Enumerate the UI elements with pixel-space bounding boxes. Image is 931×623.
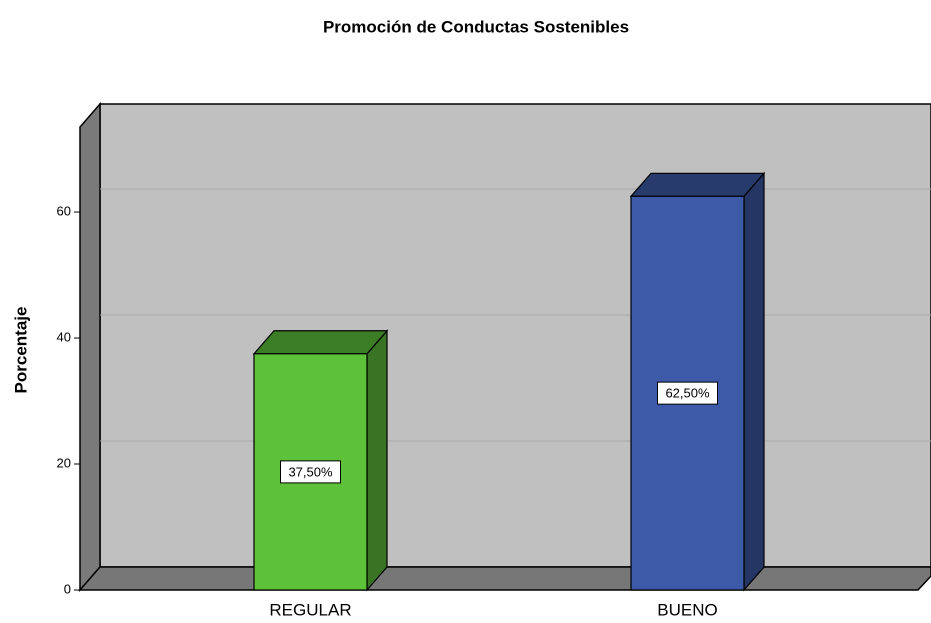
bar-top bbox=[252, 330, 389, 355]
chart-title: Promoción de Conductas Sostenibles bbox=[323, 17, 629, 36]
bar-top bbox=[629, 172, 766, 197]
value-label-box bbox=[280, 460, 341, 484]
left-wall bbox=[79, 101, 101, 593]
value-label: 62,50% bbox=[665, 386, 710, 401]
y-axis-label: Porcentaje bbox=[11, 307, 30, 394]
x-tick-label: REGULAR bbox=[269, 600, 351, 619]
y-tick-label: 60 bbox=[57, 203, 71, 218]
x-tick-label: BUENO bbox=[657, 600, 717, 619]
bar-side bbox=[743, 171, 765, 592]
y-tick-label: 40 bbox=[57, 329, 71, 344]
floor bbox=[78, 566, 931, 591]
y-tick-label: 20 bbox=[57, 455, 71, 470]
y-tick-label: 0 bbox=[64, 581, 71, 596]
bar-side bbox=[366, 329, 388, 592]
back-wall bbox=[99, 103, 931, 568]
value-label-box bbox=[657, 381, 718, 405]
value-label: 37,50% bbox=[288, 464, 333, 479]
